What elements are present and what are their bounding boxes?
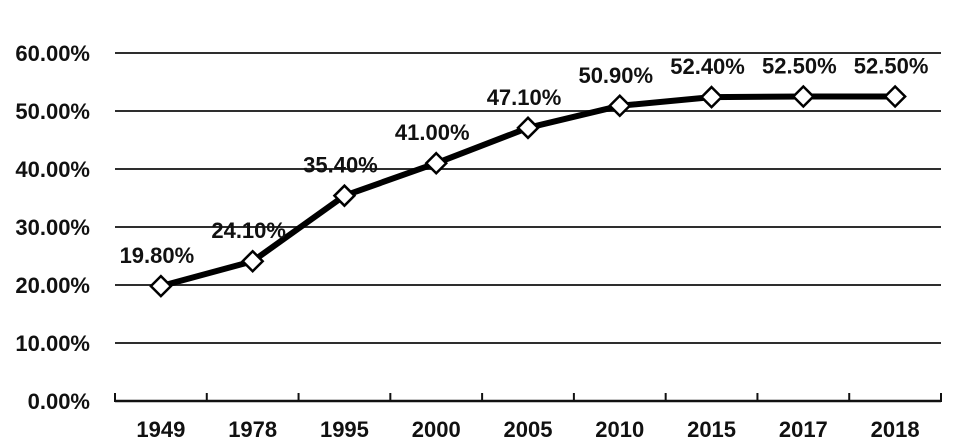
data-point-marker <box>240 249 265 273</box>
data-point-marker <box>608 94 632 118</box>
data-point-label: 50.90% <box>578 63 653 88</box>
data-point-marker <box>424 151 448 175</box>
data-point-label: 52.40% <box>670 54 745 79</box>
x-axis-tick-label: 1949 <box>136 417 185 442</box>
x-axis-tick-label: 2000 <box>412 417 461 442</box>
x-axis-tick-label: 2018 <box>871 417 920 442</box>
data-point-label: 41.00% <box>395 120 470 145</box>
data-point-marker <box>883 84 907 109</box>
data-point-label: 47.10% <box>487 85 562 110</box>
data-point-marker <box>149 274 173 298</box>
data-point-label: 52.50% <box>762 54 837 79</box>
data-point-marker <box>699 85 724 109</box>
y-axis-tick-label: 20.00% <box>15 273 90 298</box>
data-point-label: 24.10% <box>211 218 286 243</box>
x-axis-tick-label: 1995 <box>320 417 369 442</box>
data-point-marker <box>791 84 816 109</box>
y-axis-tick-label: 60.00% <box>15 41 90 66</box>
data-point-marker <box>332 183 357 208</box>
y-axis-tick-label: 0.00% <box>28 389 90 414</box>
x-axis-tick-label: 2015 <box>687 417 736 442</box>
y-axis-tick-label: 10.00% <box>15 331 90 356</box>
data-point-label: 52.50% <box>854 54 929 79</box>
y-axis-tick-label: 30.00% <box>15 215 90 240</box>
y-axis-tick-label: 50.00% <box>15 99 90 124</box>
data-point-label: 19.80% <box>120 243 195 268</box>
x-axis-tick-label: 2010 <box>595 417 644 442</box>
data-point-label: 35.40% <box>303 153 378 178</box>
x-axis-tick-label: 2017 <box>779 417 828 442</box>
x-axis-tick-label: 2005 <box>504 417 553 442</box>
data-point-marker <box>516 116 540 140</box>
x-axis-tick-label: 1978 <box>228 417 277 442</box>
y-axis-tick-label: 40.00% <box>15 157 90 182</box>
